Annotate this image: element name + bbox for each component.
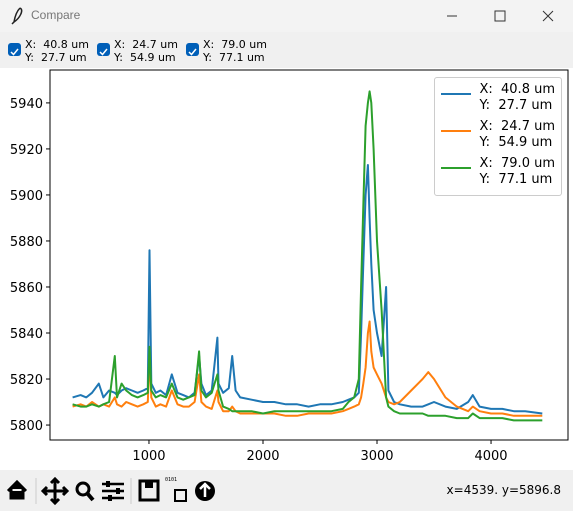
checkbox-box[interactable] [8,43,21,56]
y-tick-label: 5940 [10,97,43,112]
plot-lines [72,90,543,422]
checkbox-label: X: 40.8 um Y: 27.7 um [25,38,89,64]
checkbox-row: X: 40.8 um Y: 27.7 um X: 24.7 um Y: 54.9 … [0,32,573,68]
legend-entry: X: 40.8 um Y: 27.7 um [439,82,555,119]
x-tick-label: 1000 [132,449,165,464]
legend-swatch [441,93,472,95]
home-button[interactable] [6,479,28,500]
checkmark [99,48,108,56]
checkmark-path [188,48,197,56]
checkmark-path [10,48,19,56]
axes-frame [49,69,569,441]
checkmark-path [99,48,108,56]
close[interactable] [542,10,554,22]
y-tick-label: 5900 [10,189,43,204]
y-tick-label: 5920 [10,143,43,158]
legend-swatch [441,130,472,132]
legend-label: X: 24.7 um Y: 54.9 um [479,119,555,150]
binary-icon[interactable]: 0101 [165,477,177,483]
configure-button[interactable] [102,482,124,500]
legend-entry: X: 79.0 um Y: 77.1 um [439,156,555,193]
y-tick-label: 5800 [10,419,43,434]
window-controls[interactable] [433,0,573,32]
title-bar: Compare [0,0,573,32]
cursor-status: x=4539. y=5896.8 [446,483,561,497]
legend-entry: X: 24.7 um Y: 54.9 um [439,119,555,156]
maximize[interactable] [494,10,506,22]
checkmark [10,48,19,56]
zoom-button[interactable] [75,481,91,497]
checkbox-label: X: 24.7 um Y: 54.9 um [114,38,178,64]
y-tick-label: 5840 [10,327,43,342]
checkbox-label: X: 79.0 um Y: 77.1 um [203,38,267,64]
save-button[interactable] [138,479,160,502]
y-tick-label: 5820 [10,373,43,388]
legend-swatch [441,167,472,169]
checkbox-box[interactable] [186,43,199,56]
x-tick-label: 4000 [474,449,507,464]
window-title: Compare [31,8,81,22]
checkbox-box[interactable] [97,43,110,56]
y-tick-label: 5880 [10,235,43,250]
series-line [72,164,543,415]
toolbar-icons: 0101 [6,476,215,506]
checkmark [188,48,197,56]
series-line [72,90,543,422]
x-tick-label: 3000 [360,449,393,464]
legend-label: X: 79.0 um Y: 77.1 um [479,156,555,187]
pan-button[interactable] [40,476,70,506]
save-data-button[interactable] [174,489,187,502]
toolbar: 0101 x=4539. y=5896.8 [0,470,573,511]
legend: X: 40.8 um Y: 27.7 um X: 24.7 um Y: 54.9 … [434,77,562,196]
legend-label: X: 40.8 um Y: 27.7 um [479,82,555,113]
x-tick-label: 2000 [246,449,279,464]
app-icon [11,7,23,25]
y-tick-label: 5860 [10,281,43,296]
